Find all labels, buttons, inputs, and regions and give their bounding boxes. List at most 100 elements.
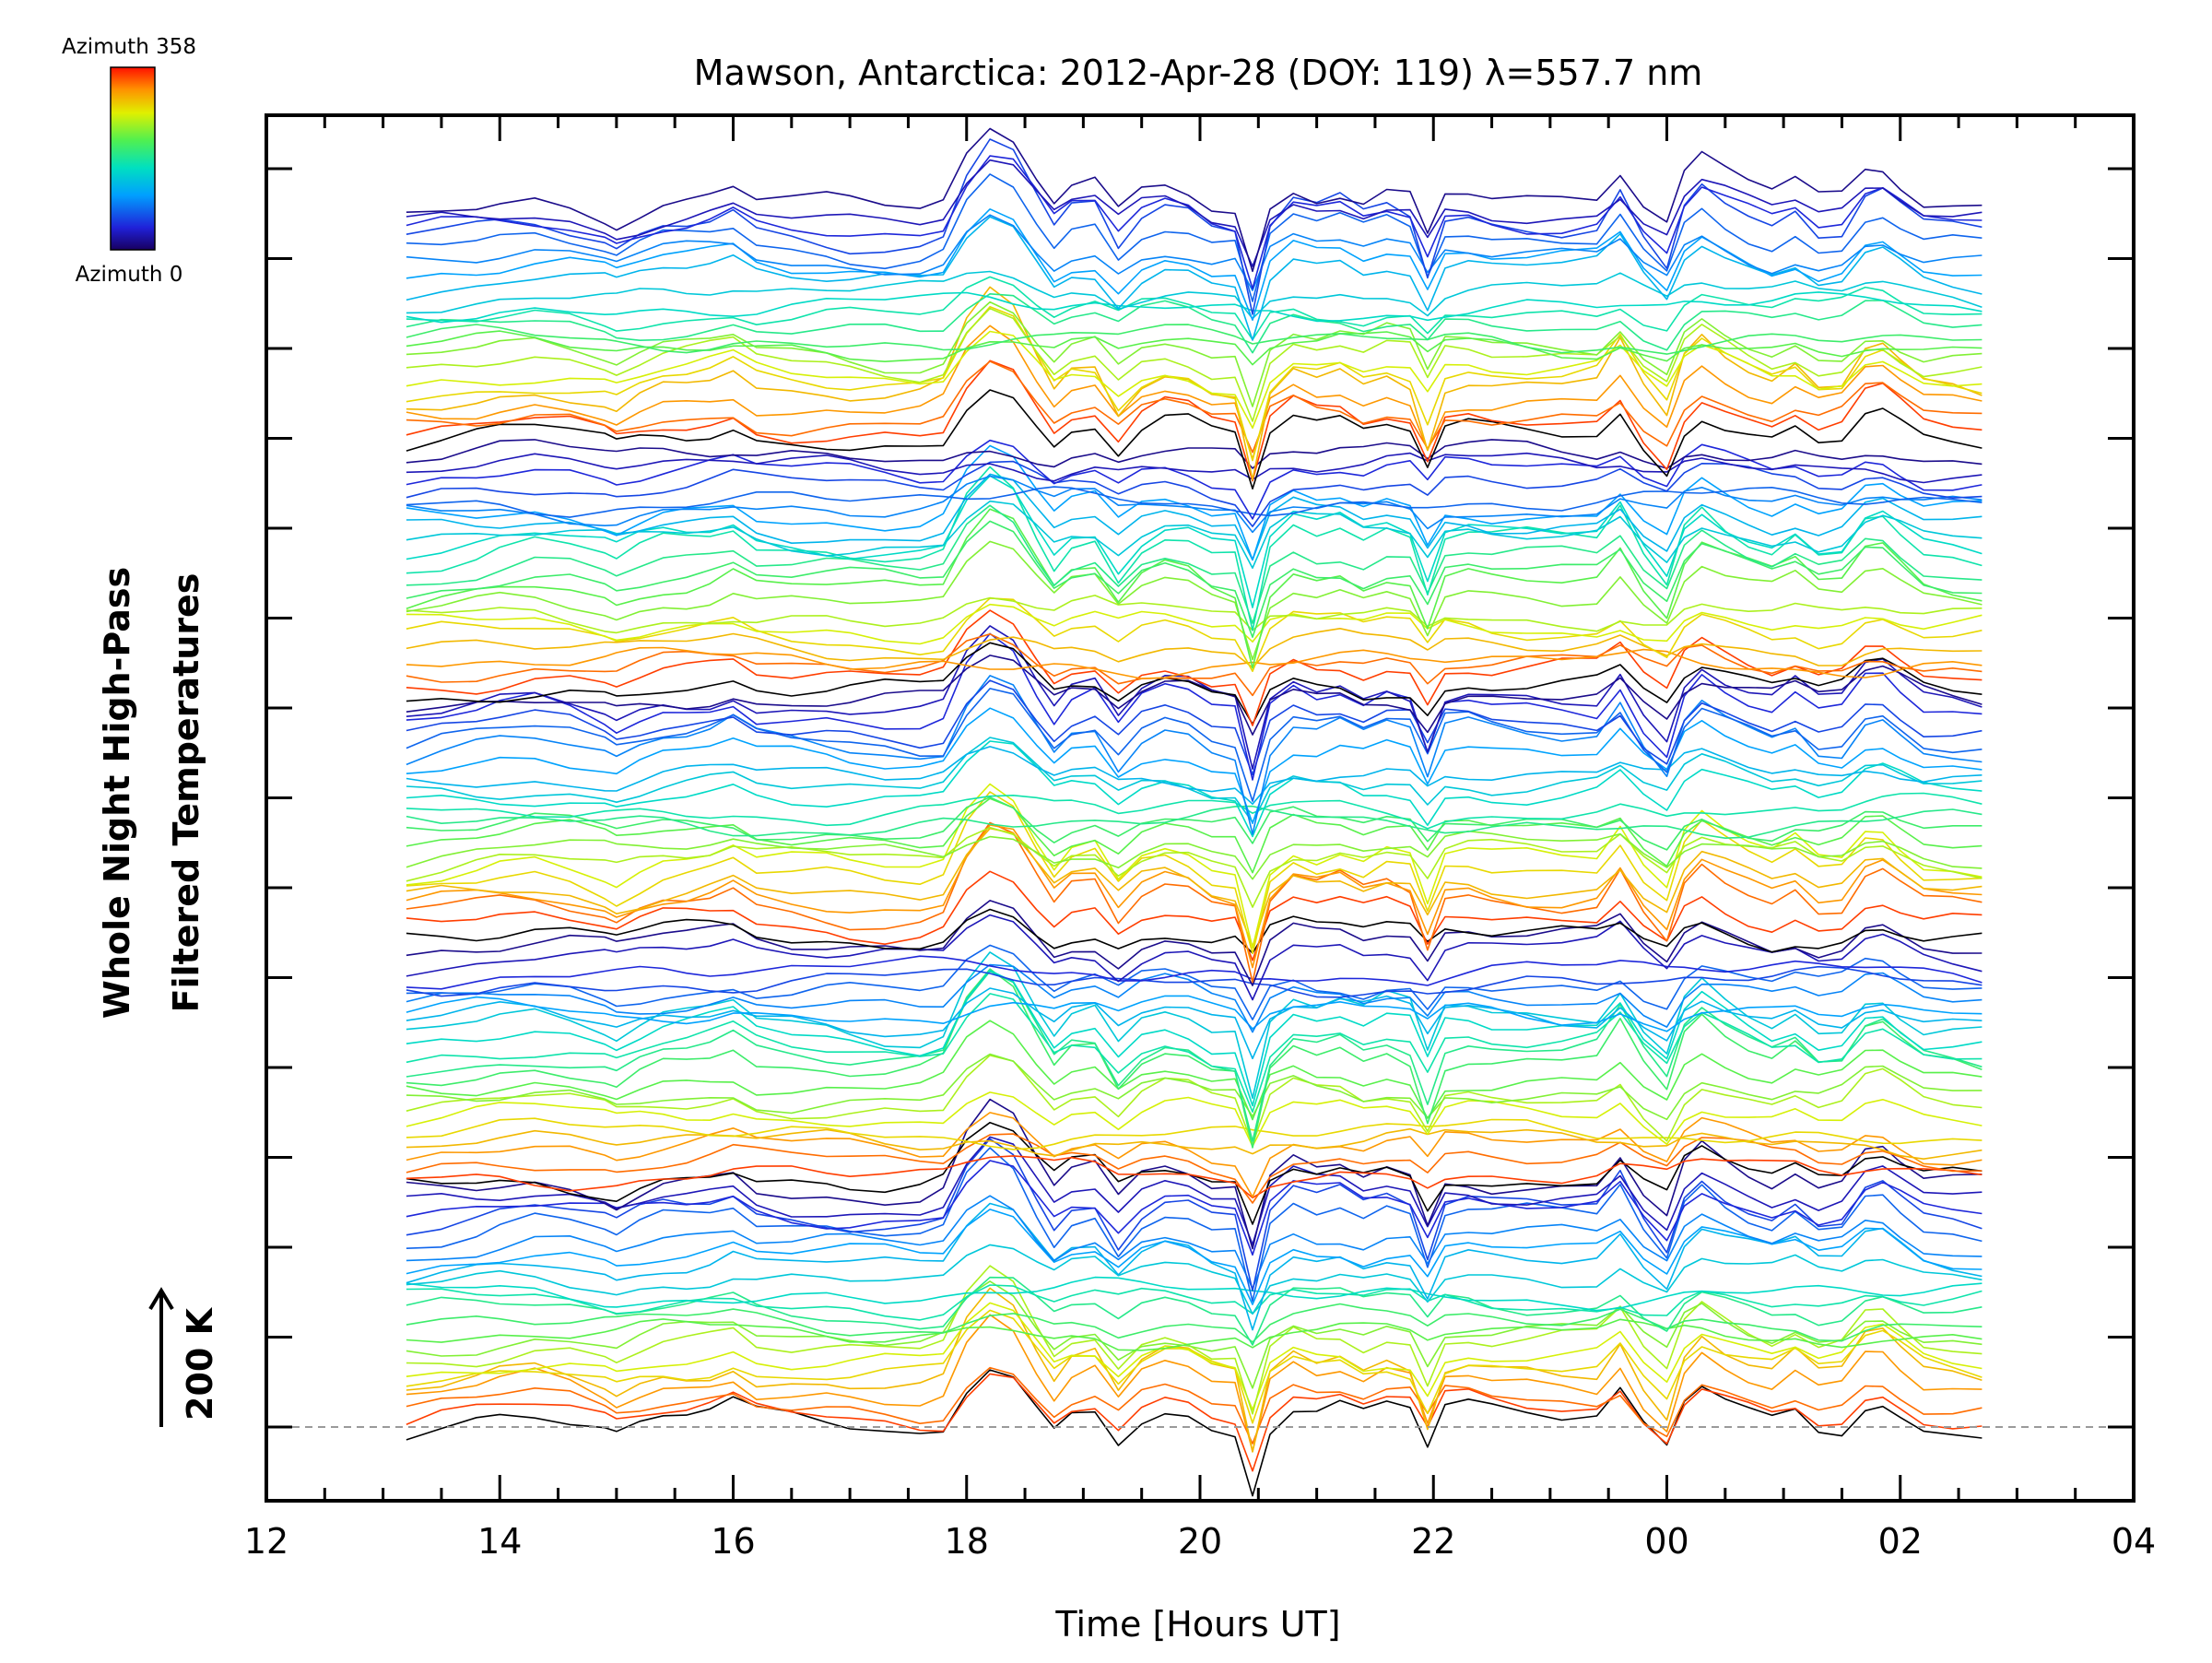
series-line: [406, 1055, 1983, 1146]
x-tick-label: 12: [244, 1521, 288, 1562]
series-line: [406, 908, 1983, 954]
series-line: [406, 270, 1983, 320]
series-line: [406, 1155, 1983, 1199]
colorbar-top-label: Azimuth 358: [62, 35, 196, 59]
x-tick-label: 16: [711, 1521, 755, 1562]
series-line: [406, 707, 1983, 825]
y-axis-title-line1: Whole Night High-Pass: [97, 567, 137, 1019]
scale-bar-label: 200 K: [180, 1306, 220, 1421]
x-tick-label: 18: [945, 1521, 989, 1562]
traces-group: [406, 127, 1983, 1497]
series-line: [406, 679, 1983, 776]
series-line: [406, 439, 1983, 469]
series-line: [406, 504, 1983, 624]
x-axis-title: Time [Hours UT]: [1054, 1604, 1340, 1645]
x-tick-label: 22: [1411, 1521, 1455, 1562]
colorbar-bottom-label: Azimuth 0: [76, 263, 183, 287]
series-line: [406, 1112, 1983, 1198]
series-line: [406, 1373, 1983, 1472]
series-line: [406, 632, 1983, 781]
series-line: [406, 688, 1983, 802]
series-line: [406, 307, 1983, 422]
series-line: [406, 955, 1983, 990]
series-line: [406, 466, 1983, 631]
series-line: [406, 475, 1983, 534]
series-line: [406, 1121, 1983, 1225]
series-line: [406, 791, 1983, 955]
x-tick-label: 20: [1178, 1521, 1222, 1562]
series-line: [406, 1098, 1983, 1250]
series-line: [406, 1318, 1983, 1351]
series-line: [406, 1020, 1983, 1121]
series-line: [406, 965, 1983, 998]
series-line: [406, 827, 1983, 948]
series-line: [406, 609, 1983, 726]
series-line: [406, 632, 1983, 697]
y-axis-title-line2: Filtered Temperatures: [166, 573, 206, 1013]
series-line: [406, 216, 1983, 341]
series-line: [406, 797, 1983, 874]
series-line: [406, 870, 1983, 961]
series-line: [406, 324, 1983, 460]
series-line: [406, 900, 1983, 986]
plot-frame: [265, 113, 2136, 1503]
series-line: [406, 1202, 1983, 1331]
series-line: [406, 1302, 1983, 1410]
series-line: [406, 500, 1983, 570]
series-line: [406, 214, 1983, 291]
series-line: [406, 824, 1983, 969]
series-line: [406, 155, 1983, 289]
x-tick-labels: 12 14 16 18 20 22 00 02 04: [244, 1521, 2156, 1562]
series-line: [406, 540, 1983, 661]
series-line: [406, 1280, 1983, 1389]
chart-title: Mawson, Antarctica: 2012-Apr-28 (DOY: 11…: [694, 53, 1703, 93]
series-line: [406, 324, 1983, 355]
series-line: [406, 737, 1983, 823]
series-line: [406, 444, 1983, 561]
y-axis-title: Whole Night High-Pass Filtered Temperatu…: [97, 567, 206, 1019]
series-line: [406, 360, 1983, 482]
series-line: [406, 830, 1983, 880]
x-tick-label: 14: [477, 1521, 522, 1562]
series-line: [406, 1244, 1983, 1315]
series-line: [406, 1276, 1983, 1312]
colorbar-gradient: [110, 66, 156, 251]
x-tick-label: 02: [1878, 1521, 1923, 1562]
series-line: [406, 360, 1983, 454]
series-line: [406, 1053, 1983, 1121]
series-line: [406, 508, 1983, 669]
series-line: [406, 1369, 1983, 1497]
series-line: [406, 1091, 1983, 1148]
series-line: [406, 740, 1983, 838]
series-line: [406, 627, 1983, 668]
series-line: [406, 796, 1983, 851]
series-line: [406, 963, 1983, 1033]
series-line: [406, 389, 1983, 490]
series-line: [406, 208, 1983, 322]
series-line: [406, 805, 1983, 840]
series-line: [406, 173, 1983, 302]
scale-arrowhead: [148, 1287, 174, 1311]
series-line: [406, 1284, 1983, 1321]
series-line: [406, 286, 1983, 481]
series-line: [406, 452, 1983, 484]
series-line: [406, 1117, 1983, 1150]
series-line: [406, 968, 1983, 1149]
series-line: [406, 276, 1983, 341]
x-tick-label: 04: [2112, 1521, 2156, 1562]
series-line: [406, 944, 1983, 1020]
series-line: [406, 127, 1983, 273]
series-line: [406, 914, 1983, 1001]
series-line: [406, 301, 1983, 407]
series-line: [406, 746, 1983, 806]
series-line: [406, 603, 1983, 645]
series-line: [406, 330, 1983, 430]
series-line: [406, 1138, 1983, 1291]
series-line: [406, 1209, 1983, 1305]
series-line: [406, 675, 1983, 835]
series-line: [406, 993, 1983, 1113]
series-line: [406, 1195, 1983, 1290]
series-line: [406, 987, 1983, 1060]
scale-bar: 200 K: [148, 1287, 220, 1427]
